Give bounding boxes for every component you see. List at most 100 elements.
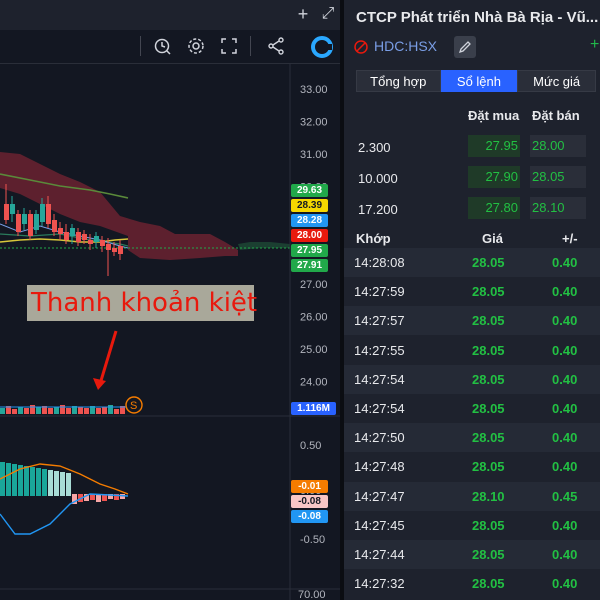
trade-time: 14:27:54	[354, 401, 405, 416]
replay-clock-icon[interactable]	[152, 36, 174, 58]
dividend-icon[interactable]	[125, 396, 143, 414]
orderbook-row[interactable]: 2.300 27.95 28.00	[344, 131, 600, 161]
price-axis-label: 25.00	[300, 344, 328, 356]
price-tag: 28.39	[291, 199, 328, 212]
price-tag: 29.63	[291, 184, 328, 197]
price-axis-label: 26.00	[300, 312, 328, 324]
macd-axis-label: 0.50	[300, 440, 321, 452]
orderbook-bid-price[interactable]: 27.95	[468, 135, 520, 157]
gear-icon[interactable]	[185, 36, 207, 58]
price-axis-label: 31.00	[300, 149, 328, 161]
annotation-arrow	[98, 330, 118, 385]
candle	[76, 232, 81, 242]
volume-bar	[54, 407, 59, 414]
macd-tag: -0.01	[291, 480, 328, 493]
macd-histogram-bar	[114, 494, 119, 500]
candle	[100, 240, 105, 246]
volume-bar	[42, 406, 47, 414]
trade-price: 28.05	[472, 313, 505, 329]
trade-price: 28.05	[472, 284, 505, 300]
price-chart[interactable]: 33.0032.0031.0030.0029.0028.0027.0026.00…	[0, 64, 340, 600]
candle	[112, 248, 117, 252]
volume-bar	[90, 406, 95, 414]
ma-line-yellow	[0, 238, 129, 243]
price-tag: 27.95	[291, 244, 328, 257]
chart-top-strip: + ⤢	[0, 0, 340, 30]
orderbook-ask-price[interactable]: 28.10	[530, 197, 586, 219]
candle	[118, 246, 123, 254]
orderbook-row[interactable]: 10.000 27.90 28.05	[344, 162, 600, 192]
symbol-label: HDC:HSX	[374, 38, 438, 54]
volume-bar	[96, 408, 101, 414]
orderbook-ask-price[interactable]: 28.00	[530, 135, 586, 157]
orderbook-volume: 10.000	[358, 171, 398, 186]
price-axis-label: 32.00	[300, 117, 328, 129]
candle	[40, 204, 45, 222]
orderbook-volume: 17.200	[358, 202, 398, 217]
pane-separator[interactable]	[340, 0, 344, 600]
macd-histogram-bar	[120, 494, 125, 499]
orderbook-row[interactable]: 17.200 27.80 28.10	[344, 193, 600, 223]
volume-bar	[114, 409, 119, 414]
trades-change-header: +/-	[562, 231, 578, 246]
tab-muc-gia[interactable]: Mức giá	[517, 70, 596, 92]
orderbook-bid-price[interactable]: 27.90	[468, 166, 520, 188]
price-axis-label: 27.00	[300, 279, 328, 291]
macd-histogram-bar	[66, 473, 71, 496]
add-chart-icon[interactable]: +	[297, 4, 309, 24]
baseline-line	[0, 233, 129, 247]
macd-histogram-bar	[72, 494, 77, 504]
tab-tong-hop[interactable]: Tổng hợp	[356, 70, 441, 92]
dividend-icon-label: S	[130, 400, 137, 412]
orderbook-bid-price[interactable]: 27.80	[468, 197, 520, 219]
tab-so-lenh[interactable]: Sổ lệnh	[440, 70, 518, 92]
orderbook-ask-price[interactable]: 28.05	[530, 166, 586, 188]
volume-bars	[0, 405, 128, 414]
stock-panel: CTCP Phát triển Nhà Bà Rịa - Vũ... HDC:H…	[344, 0, 600, 600]
macd-histogram-bar	[48, 470, 53, 496]
trade-price: 28.05	[472, 371, 505, 387]
candle	[88, 240, 93, 244]
trade-price: 28.05	[472, 255, 505, 270]
candle	[70, 228, 75, 236]
macd-tag: -0.08	[291, 495, 328, 508]
price-tag: 28.00	[291, 229, 328, 242]
candle	[10, 204, 15, 214]
trade-row: 14:27:59 28.05 0.40	[344, 277, 600, 306]
volume-bar	[102, 407, 107, 414]
candles	[4, 184, 123, 276]
macd-histogram-bar	[84, 494, 89, 501]
edit-symbol-button[interactable]	[454, 36, 476, 58]
price-tag: 27.91	[291, 259, 328, 272]
candle	[58, 228, 63, 234]
macd-axis-label: -0.50	[300, 534, 325, 546]
macd-axis: 0.500.00-0.50	[300, 440, 325, 546]
trade-change: 0.40	[552, 547, 578, 562]
macd-histogram-bar	[102, 494, 107, 501]
trade-price: 28.05	[472, 576, 505, 592]
trade-row: 14:28:08 28.05 0.40	[344, 248, 600, 277]
macd-histogram-bar	[108, 494, 113, 499]
add-symbol-icon[interactable]: +	[590, 36, 600, 53]
trade-row: 14:27:44 28.05 0.40	[344, 540, 600, 569]
macd-histogram-bar	[36, 468, 41, 496]
fullscreen-icon[interactable]	[218, 36, 240, 58]
expand-icon[interactable]: ⤢	[321, 5, 335, 22]
ma-line-green	[0, 173, 129, 199]
trade-time: 14:27:50	[354, 430, 405, 446]
macd-histogram-bar	[0, 462, 5, 496]
volume-bar	[78, 407, 83, 414]
macd-line	[0, 493, 129, 535]
trade-row: 14:27:47 28.10 0.45	[344, 481, 600, 511]
trades-time-header: Khớp	[356, 231, 391, 246]
trade-row: 14:27:55 28.05 0.40	[344, 336, 600, 365]
trade-time: 14:27:54	[354, 371, 405, 387]
trade-time: 14:27:47	[354, 488, 405, 504]
macd-histogram-bar	[54, 471, 59, 496]
brand-logo-icon[interactable]	[310, 35, 334, 59]
trade-change: 0.40	[552, 576, 578, 592]
macd-histogram	[0, 462, 125, 504]
trade-change: 0.40	[552, 342, 578, 358]
share-icon[interactable]	[265, 36, 287, 58]
